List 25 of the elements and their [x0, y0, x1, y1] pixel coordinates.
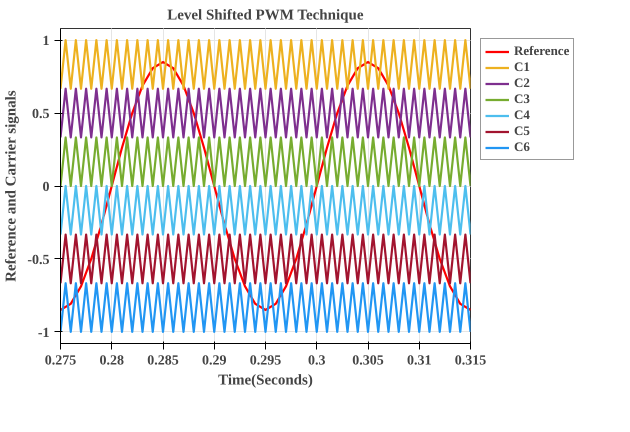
legend-label: C2 [514, 75, 531, 91]
x-tick-label: 0.285 [147, 354, 179, 368]
y-tick-label: 1 [42, 34, 50, 50]
x-tick-label: 0.29 [202, 354, 226, 368]
legend-label: C4 [514, 107, 531, 123]
y-tick-label: 0.5 [32, 107, 50, 122]
legend-label: Reference [514, 43, 570, 59]
x-tick-label: 0.315 [454, 354, 486, 368]
y-tick-label: -1 [38, 326, 50, 341]
legend-label: C3 [514, 91, 531, 107]
x-tick-label: 0.275 [44, 354, 76, 368]
x-tick-label: 0.305 [352, 354, 384, 368]
y-tick-label: 0 [42, 180, 50, 195]
x-tick-label: 0.3 [308, 354, 326, 368]
y-axis-title: Reference and Carrier signals [3, 90, 20, 282]
legend-label: C6 [514, 139, 531, 155]
x-tick-label: 0.28 [100, 354, 124, 368]
legend-label: C1 [514, 59, 531, 75]
x-axis-title: Time(Seconds) [218, 372, 313, 388]
y-tick-label: -0.5 [27, 252, 50, 268]
x-tick-label: 0.31 [407, 354, 432, 368]
legend-label: C5 [514, 123, 531, 139]
x-tick-label: 0.295 [250, 354, 282, 368]
line-series [60, 60, 470, 312]
chart-title: Level Shifted PWM Technique [167, 8, 364, 24]
